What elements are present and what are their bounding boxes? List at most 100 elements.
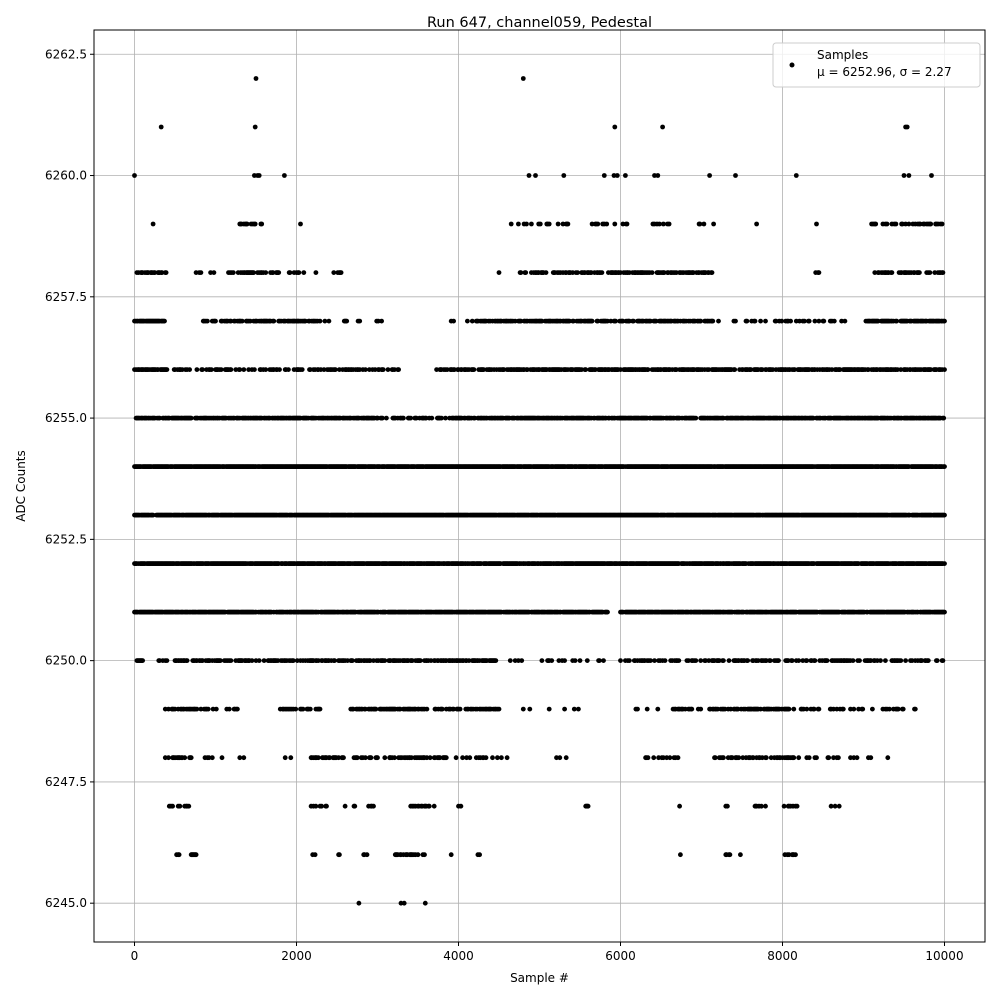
data-point	[276, 270, 282, 275]
data-point	[732, 367, 738, 372]
data-point	[317, 318, 323, 324]
data-point	[163, 270, 169, 275]
data-point	[653, 318, 659, 324]
data-point	[211, 270, 217, 275]
data-point	[837, 367, 843, 372]
data-point	[247, 318, 253, 324]
data-point	[208, 270, 214, 275]
data-point	[942, 318, 947, 324]
data-point	[589, 221, 595, 227]
data-point	[401, 415, 406, 421]
data-point	[496, 270, 502, 275]
data-point	[575, 270, 580, 275]
data-point	[277, 367, 282, 372]
data-point	[744, 318, 750, 324]
data-point	[159, 270, 165, 275]
data-point	[758, 318, 763, 324]
data-point	[657, 221, 662, 227]
data-point	[218, 367, 224, 372]
data-point	[209, 367, 214, 372]
data-point	[754, 221, 759, 227]
data-point	[613, 318, 618, 324]
data-point	[661, 270, 667, 275]
data-point	[286, 367, 291, 372]
data-point	[842, 318, 848, 324]
data-point	[773, 318, 779, 324]
data-point	[385, 367, 391, 372]
data-point	[570, 270, 576, 275]
data-point	[710, 318, 716, 324]
data-point	[583, 367, 589, 372]
data-point	[797, 318, 802, 324]
data-point	[942, 367, 947, 372]
data-point	[213, 318, 218, 324]
data-point	[792, 367, 797, 372]
data-point	[589, 318, 595, 324]
data-point	[344, 318, 350, 324]
data-point	[263, 270, 269, 275]
data-point	[271, 318, 277, 324]
data-point	[588, 270, 594, 275]
data-point	[709, 270, 715, 275]
data-point	[906, 221, 912, 227]
data-point	[821, 318, 827, 324]
data-point	[752, 318, 758, 324]
data-point	[645, 367, 651, 372]
data-point	[546, 221, 552, 227]
data-point	[917, 270, 922, 275]
data-point	[408, 415, 414, 421]
data-point	[661, 221, 666, 227]
data-point	[164, 367, 170, 372]
data-point	[802, 318, 807, 324]
data-point	[831, 318, 837, 324]
data-point	[884, 221, 890, 227]
data-point	[200, 367, 205, 372]
data-point	[443, 415, 448, 421]
data-point	[326, 318, 332, 324]
data-point	[452, 367, 457, 372]
data-point	[620, 221, 626, 227]
data-point	[321, 367, 327, 372]
data-point	[571, 318, 576, 324]
data-point	[895, 367, 900, 372]
data-point	[939, 221, 945, 227]
data-point	[537, 221, 543, 227]
grid	[94, 30, 985, 942]
data-point	[237, 367, 243, 372]
data-point	[198, 270, 204, 275]
data-point	[518, 270, 524, 275]
data-point	[469, 318, 475, 324]
data-point	[624, 221, 630, 227]
data-point	[599, 270, 605, 275]
data-point	[579, 367, 584, 372]
data-point	[392, 367, 397, 372]
data-point	[748, 367, 754, 372]
data-point	[698, 318, 704, 324]
data-point	[194, 367, 200, 372]
data-point	[252, 221, 258, 227]
data-point	[396, 367, 401, 372]
data-point	[357, 318, 363, 324]
data-point	[814, 221, 819, 227]
data-point	[889, 270, 895, 275]
data-point	[942, 464, 947, 469]
data-point	[524, 221, 529, 227]
data-point	[322, 318, 328, 324]
data-point	[380, 367, 386, 372]
data-point	[313, 270, 319, 275]
data-point	[270, 270, 276, 275]
data-point	[779, 318, 785, 324]
data-point	[246, 367, 252, 372]
data-point	[872, 270, 878, 275]
data-point	[666, 221, 672, 227]
data-point	[565, 221, 571, 227]
data-point	[380, 415, 385, 421]
data-point	[605, 318, 610, 324]
data-point	[298, 221, 303, 227]
data-point	[239, 318, 245, 324]
data-point	[942, 512, 947, 518]
data-point	[263, 367, 269, 372]
data-point	[555, 221, 561, 227]
data-point	[893, 221, 899, 227]
